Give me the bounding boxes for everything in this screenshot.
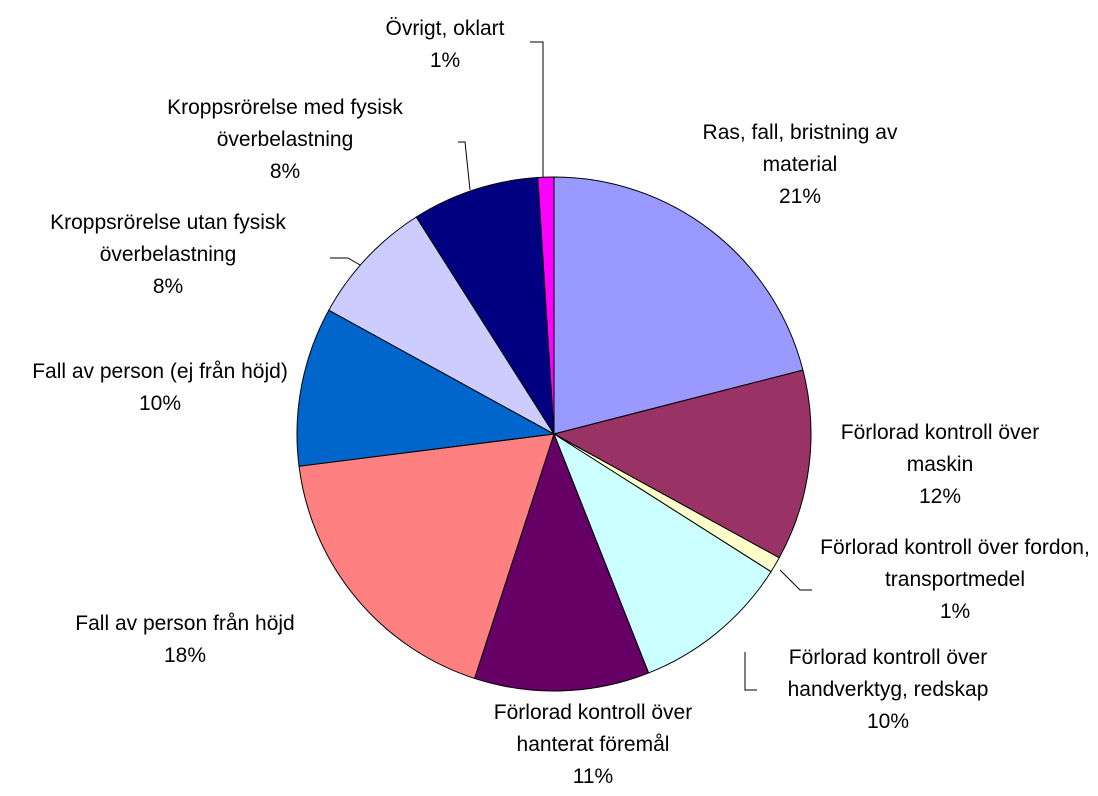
value-label: 8% bbox=[269, 160, 301, 183]
value-label: 10% bbox=[138, 392, 182, 415]
pie-slice bbox=[298, 433, 555, 680]
value-label: 21% bbox=[778, 185, 822, 208]
slice-label: Förlorad kontroll över maskin 12% bbox=[815, 417, 1065, 513]
slice-label: Fall av person (ej från höjd) 10% bbox=[30, 356, 290, 420]
value-label: 18% bbox=[163, 644, 207, 667]
pie-slice bbox=[552, 432, 772, 674]
category-label: Fall av person från höjd bbox=[75, 612, 295, 635]
pie-slice bbox=[553, 176, 804, 435]
slice-label: Förlorad kontroll över fordon, transport… bbox=[820, 532, 1090, 628]
category-label: Fall av person (ej från höjd) bbox=[32, 360, 288, 383]
leader-line bbox=[779, 569, 812, 591]
category-label: Kroppsrörelse utan fysisk överbelastning bbox=[50, 211, 286, 266]
slice-label: Förlorad kontroll över hanterat föremål 1… bbox=[468, 697, 718, 793]
leader-line bbox=[530, 41, 544, 178]
value-label: 12% bbox=[918, 485, 962, 508]
category-label: Förlorad kontroll över handverktyg, reds… bbox=[787, 646, 989, 701]
category-label: Kroppsrörelse med fysisk överbelastning bbox=[167, 96, 403, 151]
slice-label: Övrigt, oklart 1% bbox=[355, 13, 535, 77]
value-label: 11% bbox=[572, 765, 614, 788]
slice-label: Ras, fall, bristning av material 21% bbox=[675, 117, 925, 213]
leader-line bbox=[458, 141, 471, 191]
pie-slice bbox=[552, 369, 812, 559]
category-label: Förlorad kontroll över hanterat föremål bbox=[493, 701, 693, 756]
value-label: 10% bbox=[866, 710, 910, 733]
leader-line bbox=[744, 652, 757, 691]
slice-label: Förlorad kontroll över handverktyg, reds… bbox=[758, 642, 1018, 738]
category-label: Ras, fall, bristning av material bbox=[702, 121, 898, 176]
pie-slice bbox=[473, 432, 650, 692]
slice-label: Kroppsrörelse utan fysisk överbelastning… bbox=[3, 207, 333, 303]
category-label: Förlorad kontroll över fordon, transport… bbox=[820, 536, 1090, 591]
pie-slice bbox=[415, 176, 555, 435]
value-label: 1% bbox=[429, 49, 461, 72]
pie-slice bbox=[537, 176, 555, 435]
category-label: Förlorad kontroll över maskin bbox=[840, 421, 1040, 476]
pie-slice bbox=[328, 216, 555, 435]
leader-lines bbox=[330, 41, 812, 691]
slice-label: Kroppsrörelse med fysisk överbelastning 8… bbox=[125, 92, 445, 188]
pie-slice bbox=[296, 309, 556, 467]
leader-line bbox=[330, 257, 361, 266]
value-label: 1% bbox=[939, 600, 971, 623]
value-label: 8% bbox=[152, 275, 184, 298]
category-label: Övrigt, oklart bbox=[385, 17, 505, 40]
slice-label: Fall av person från höjd 18% bbox=[20, 608, 350, 672]
